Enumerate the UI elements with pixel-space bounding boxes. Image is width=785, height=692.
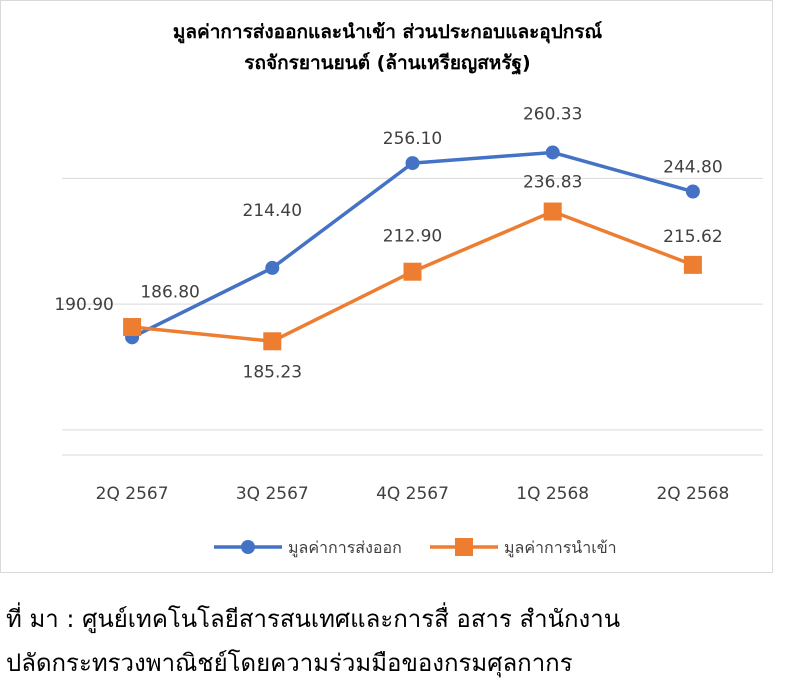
data-label-import: 236.83 <box>523 173 582 193</box>
data-point-import <box>123 318 142 337</box>
chart-title: มูลค่าการส่งออกและนำเข้า ส่วนประกอบและอุ… <box>1 17 774 79</box>
legend-label-export: มูลค่าการส่งออก <box>288 538 402 558</box>
data-label-export: 186.80 <box>140 282 199 302</box>
data-label-export: 214.40 <box>243 201 302 221</box>
data-label-export: 256.10 <box>383 129 442 149</box>
data-point-import <box>683 255 702 274</box>
data-label-export: 260.33 <box>523 104 582 124</box>
data-label-import: 215.62 <box>663 227 722 247</box>
x-tick-label: 1Q 2568 <box>516 484 589 504</box>
data-point-import <box>403 262 422 281</box>
data-point-export <box>685 184 700 199</box>
x-tick-label: 2Q 2567 <box>96 484 169 504</box>
data-label-import: 185.23 <box>243 362 302 382</box>
source-line1: ที่ มา : ศูนย์เทคโนโลยีสารสนเทศและการสื่… <box>6 605 621 633</box>
data-label-import: 190.90 <box>54 295 113 315</box>
legend-marker-import <box>455 538 473 556</box>
data-point-import <box>543 202 562 221</box>
data-label-export: 244.80 <box>663 158 722 178</box>
legend-marker-export <box>241 540 255 554</box>
data-point-export <box>545 145 560 160</box>
data-point-export <box>405 156 420 171</box>
x-tick-label: 3Q 2567 <box>236 484 309 504</box>
data-label-import: 212.90 <box>383 227 442 247</box>
line-chart: 2Q 2567 3Q 2567 4Q 2567 1Q 2568 2Q 2568 186.8… <box>54 104 763 558</box>
x-tick-label: 4Q 2567 <box>376 484 449 504</box>
legend-label-import: มูลค่าการนำเข้า <box>504 538 617 558</box>
chart-title-line2: รถจักรยานยนต์ (ล้านเหรียญสหรัฐ) <box>244 52 531 74</box>
chart-title-line1: มูลค่าการส่งออกและนำเข้า ส่วนประกอบและอุ… <box>172 21 603 43</box>
source-line2: ปลัดกระทรวงพาณิชย์โดยความร่วมมือของกรมศุ… <box>6 649 573 677</box>
data-point-import <box>263 332 282 351</box>
data-point-export <box>265 260 280 275</box>
x-tick-label: 2Q 2568 <box>656 484 729 504</box>
source-note: ที่ มา : ศูนย์เทคโนโลยีสารสนเทศและการสื่… <box>6 597 781 685</box>
